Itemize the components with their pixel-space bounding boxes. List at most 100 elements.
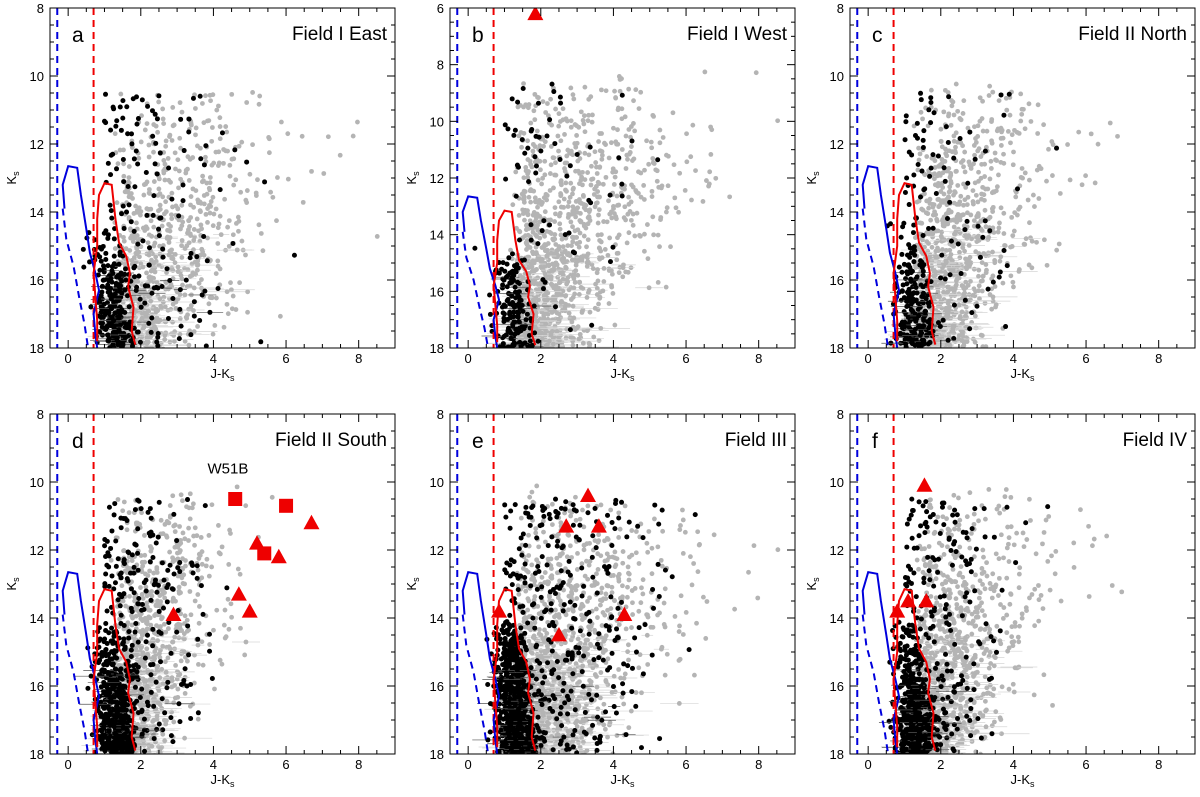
field-star-point	[138, 209, 144, 214]
field-star-point	[598, 248, 604, 254]
field-star-point	[132, 235, 138, 241]
field-star-point	[236, 228, 241, 234]
field-star-point	[642, 231, 647, 237]
member-star-point	[131, 274, 137, 280]
field-star-point	[557, 210, 563, 216]
field-star-point	[987, 214, 993, 220]
field-star-point	[156, 99, 162, 105]
field-star-point	[590, 266, 596, 271]
field-star-point	[114, 200, 120, 206]
field-star-point	[155, 308, 161, 314]
field-star-point	[529, 351, 534, 356]
field-star-point	[914, 359, 919, 364]
field-star-point	[179, 243, 184, 249]
member-star-point	[178, 323, 184, 329]
field-star-point	[595, 267, 600, 272]
field-star-point	[517, 355, 522, 360]
field-star-point	[592, 149, 598, 155]
field-star-point	[124, 357, 129, 362]
field-star-point	[169, 212, 174, 218]
field-star-point	[186, 178, 192, 183]
field-star-point	[275, 175, 280, 180]
y-tick-label: 12	[30, 137, 44, 152]
field-star-point	[405, 108, 410, 113]
field-star-point	[951, 112, 957, 118]
field-star-point	[156, 186, 162, 192]
field-star-point	[552, 323, 558, 329]
field-star-point	[197, 208, 203, 214]
field-star-point	[568, 85, 574, 91]
field-star-point	[146, 154, 152, 160]
field-star-point	[934, 216, 940, 222]
field-star-point	[566, 211, 572, 217]
field-star-point	[160, 106, 166, 112]
member-star-point	[139, 97, 145, 103]
field-star-point	[636, 106, 642, 112]
member-star-point	[98, 309, 104, 315]
field-star-point	[927, 196, 933, 202]
field-star-point	[601, 265, 607, 271]
field-star-point	[585, 170, 591, 175]
field-star-point	[229, 306, 235, 312]
field-star-point	[589, 177, 594, 182]
field-star-point	[144, 353, 149, 358]
member-star-point	[502, 122, 508, 128]
field-star-point	[644, 222, 650, 227]
field-star-point	[523, 351, 528, 356]
field-star-point	[581, 233, 587, 239]
field-star-point	[151, 358, 156, 363]
field-star-point	[987, 176, 993, 182]
field-star-point	[542, 158, 548, 164]
field-star-point	[1041, 122, 1047, 128]
member-star-point	[916, 344, 922, 348]
member-star-point	[142, 283, 148, 289]
field-star-point	[630, 211, 636, 217]
field-star-point	[529, 352, 534, 357]
member-star-point	[904, 175, 910, 181]
field-star-point	[562, 132, 567, 137]
field-star-point	[136, 155, 142, 161]
field-star-point	[651, 161, 657, 166]
field-star-point	[535, 318, 540, 324]
field-star-point	[520, 211, 526, 216]
field-star-point	[644, 138, 649, 144]
field-star-point	[594, 164, 599, 170]
field-star-point	[983, 186, 988, 192]
field-star-point	[1067, 177, 1073, 183]
field-star-point	[952, 309, 958, 315]
member-star-point	[533, 163, 539, 169]
field-star-point	[596, 207, 602, 213]
field-star-point	[1021, 106, 1026, 112]
field-star-point	[577, 331, 583, 337]
field-star-point	[519, 354, 524, 359]
field-star-point	[206, 185, 212, 191]
field-star-point	[533, 314, 539, 320]
field-star-point	[166, 240, 172, 245]
field-star-point	[971, 161, 976, 167]
field-star-point	[565, 204, 571, 209]
member-star-point	[941, 165, 947, 171]
field-star-point	[586, 112, 592, 118]
field-star-point	[927, 359, 932, 364]
field-star-point	[230, 293, 236, 299]
field-star-point	[1013, 194, 1019, 200]
field-star-point	[599, 87, 604, 93]
field-star-point	[1008, 244, 1013, 250]
x-tick-label: 4	[210, 351, 217, 366]
member-star-point	[951, 336, 957, 342]
field-star-point	[595, 232, 601, 238]
field-star-point	[631, 98, 636, 104]
field-star-point	[664, 205, 670, 211]
field-star-point	[946, 306, 952, 311]
field-star-point	[200, 173, 206, 179]
field-star-point	[158, 303, 164, 309]
field-star-point	[124, 359, 129, 364]
field-star-point	[1092, 180, 1098, 186]
field-star-point	[995, 229, 1001, 235]
field-star-point	[651, 114, 656, 119]
field-star-point	[700, 199, 706, 204]
field-star-point	[966, 233, 972, 239]
member-star-point	[918, 97, 924, 103]
member-star-point	[114, 118, 120, 124]
